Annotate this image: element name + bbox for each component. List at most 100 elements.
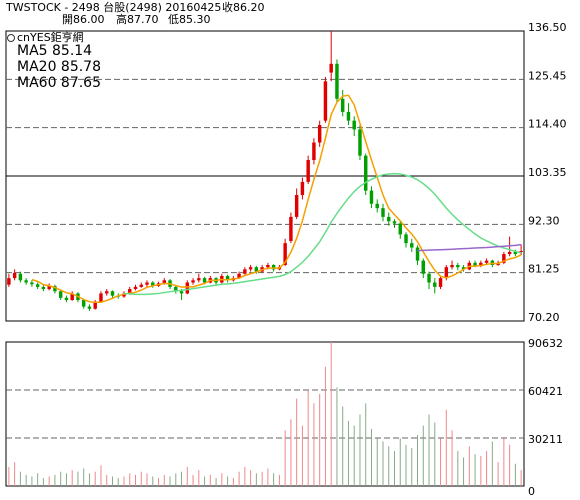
candle-body [151,282,155,287]
volume-bar [163,474,165,486]
legend-label: MA5 85.14 [17,43,92,59]
candle-body [352,120,356,130]
volume-bar [486,451,488,486]
volume-bar [451,430,453,486]
candle-body [248,267,253,270]
candle-body [197,278,201,281]
candle-body [398,223,402,235]
volume-bar [405,444,407,486]
volume-bar [434,422,436,486]
volume-bar [399,438,401,486]
ma-line [417,243,522,252]
candle-body [415,247,420,261]
candle-body [122,293,126,297]
candle-body [358,129,362,156]
candle-body [110,291,115,296]
volume-bar [204,476,206,486]
candle-body [174,286,178,292]
volume-bar [428,414,430,486]
candle-body [456,265,460,268]
candle-body [392,221,397,224]
volume-bar [140,471,142,486]
volume-bar [77,471,79,486]
logo-icon [7,34,15,42]
candle-body [438,278,443,287]
ma-line [123,172,522,296]
candle-body [47,286,51,290]
volume-bar [135,474,136,486]
candle-body [64,297,69,301]
volume-bar [54,474,56,486]
volume-bar [422,425,424,486]
volume-bar [336,387,338,486]
volume-bar [324,366,326,486]
volume-bar [468,446,470,486]
y-tick-label: 81.25 [528,263,560,276]
close-label: 收86.20 [222,0,265,14]
volume-bar [152,476,154,486]
volume-bar [221,473,223,486]
volume-bar [83,468,85,486]
candle-body [58,291,63,298]
volume-bar [60,471,62,486]
y2-tick-label: 0 [528,485,535,498]
y-tick-label: 103.35 [528,166,567,179]
volume-bar [238,471,240,486]
volume-bar [111,476,113,486]
candle-body [346,111,351,121]
candle-body [306,160,310,182]
volume-bar [491,441,493,486]
candle-body [225,275,230,281]
volume-bar [106,474,108,486]
candle-body [484,260,489,263]
volume-bar [296,398,298,486]
volume-bar [65,473,67,486]
volume-bar [14,462,16,486]
volume-bar [100,465,102,486]
open-label: 開86.00 [62,13,105,26]
candle-body [202,278,207,283]
candle-body [300,181,305,196]
volume-bar [376,438,378,486]
candle-body [81,300,86,307]
volume-bar [411,447,413,486]
volume-bar [19,471,21,486]
volume-bar [25,474,27,486]
volume-bar [319,393,321,486]
candle-body [179,291,184,294]
high-label: 高87.70 [116,12,159,26]
volume-bar [520,470,522,486]
candle-body [87,306,92,309]
volume-bar [307,390,309,486]
candle-body [185,282,190,294]
candle-body [329,63,333,73]
candle-body [381,208,385,217]
y2-tick-label: 90632 [528,337,563,350]
volume-bar [209,474,211,486]
candle-body [24,280,28,283]
candle-body [444,267,449,279]
volume-bar [71,470,73,486]
candle-body [12,272,17,279]
candle-body [7,278,11,285]
volume-bar [503,438,505,486]
volume-bar [330,342,332,486]
candle-body [473,262,477,266]
volume-bar [440,438,442,486]
volume-bar [244,466,246,486]
candle-body [289,216,293,241]
volume-bar [215,478,217,486]
candle-body [369,190,374,204]
candle-body [104,291,109,294]
volume-bar [359,414,361,486]
volume-bar [198,470,200,486]
candle-body [53,286,57,292]
volume-bar [181,471,183,486]
candle-body [162,280,167,284]
candle-body [375,203,379,209]
candle-body [404,234,408,244]
volume-bar [255,473,257,486]
volume-bar [37,473,39,486]
candle-body [450,265,454,268]
candle-body [18,273,23,281]
